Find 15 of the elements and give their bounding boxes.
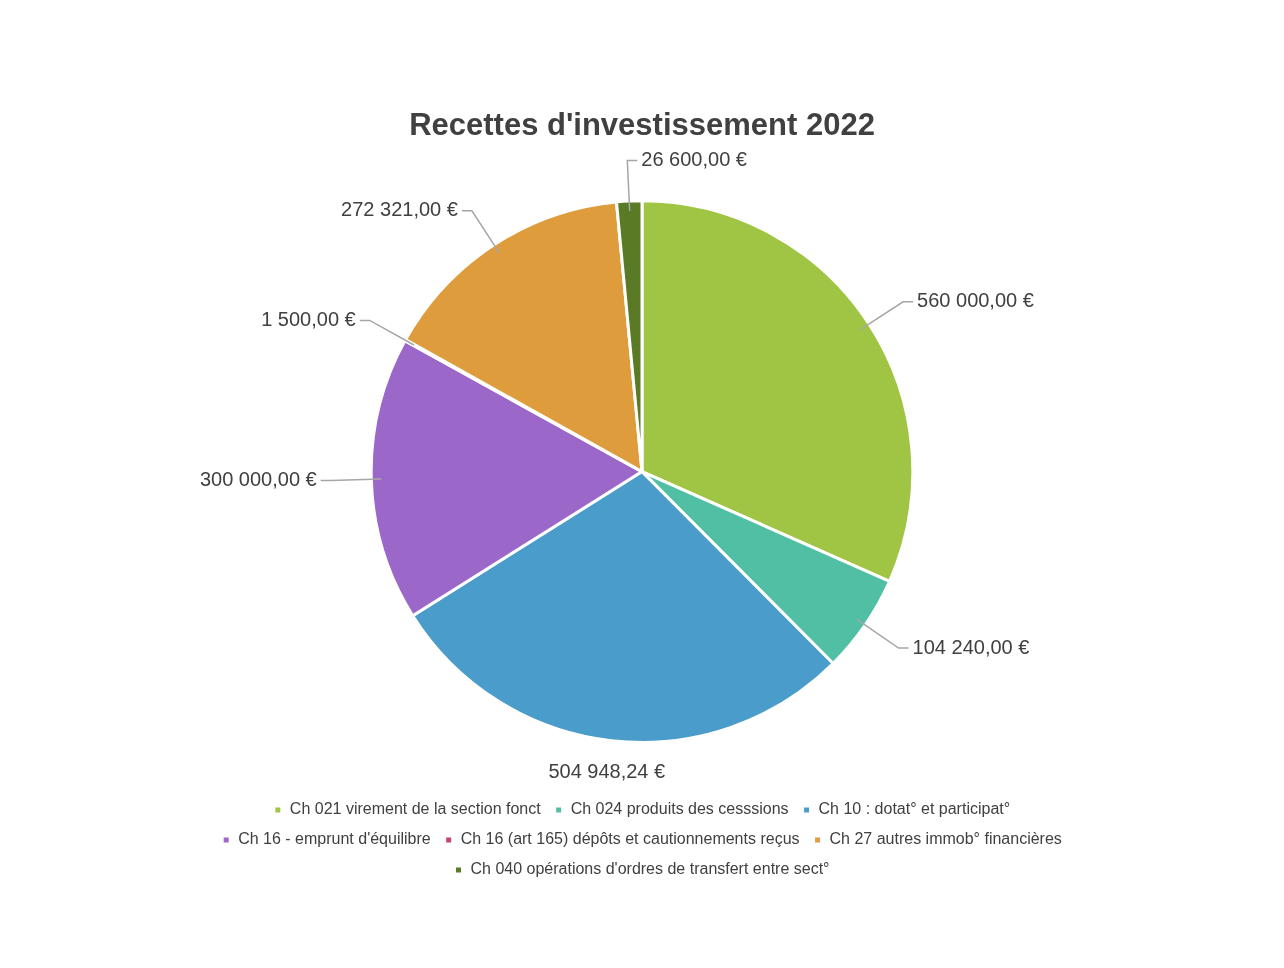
- legend-label: Ch 021 virement de la section fonct: [289, 800, 542, 818]
- data-label: 300 000,00 €: [199, 467, 317, 490]
- chart-title: Recettes d'investissement 2022: [409, 107, 875, 143]
- legend-label: Ch 040 opérations d'ordres de transfert entre sect°: [470, 860, 830, 878]
- data-label: 504 948,24 €: [548, 759, 666, 782]
- data-label: 1 500,00 €: [261, 307, 356, 330]
- data-label: 26 600,00 €: [641, 148, 747, 171]
- legend-label: Ch 024 produits des cesssions: [570, 800, 789, 818]
- data-label: 560 000,00 €: [917, 289, 1034, 312]
- legend-label: Ch 16 - emprunt d'équilibre: [238, 830, 431, 848]
- legend-label: Ch 27 autres immob° financières: [829, 830, 1062, 848]
- legend-label: Ch 16 (art 165) dépôts et cautionnements reçus: [460, 830, 800, 848]
- data-label: 272 321,00 €: [341, 198, 458, 221]
- data-label: 104 240,00 €: [912, 635, 1030, 658]
- legend-label: Ch 10 : dotat° et participat°: [818, 800, 1011, 818]
